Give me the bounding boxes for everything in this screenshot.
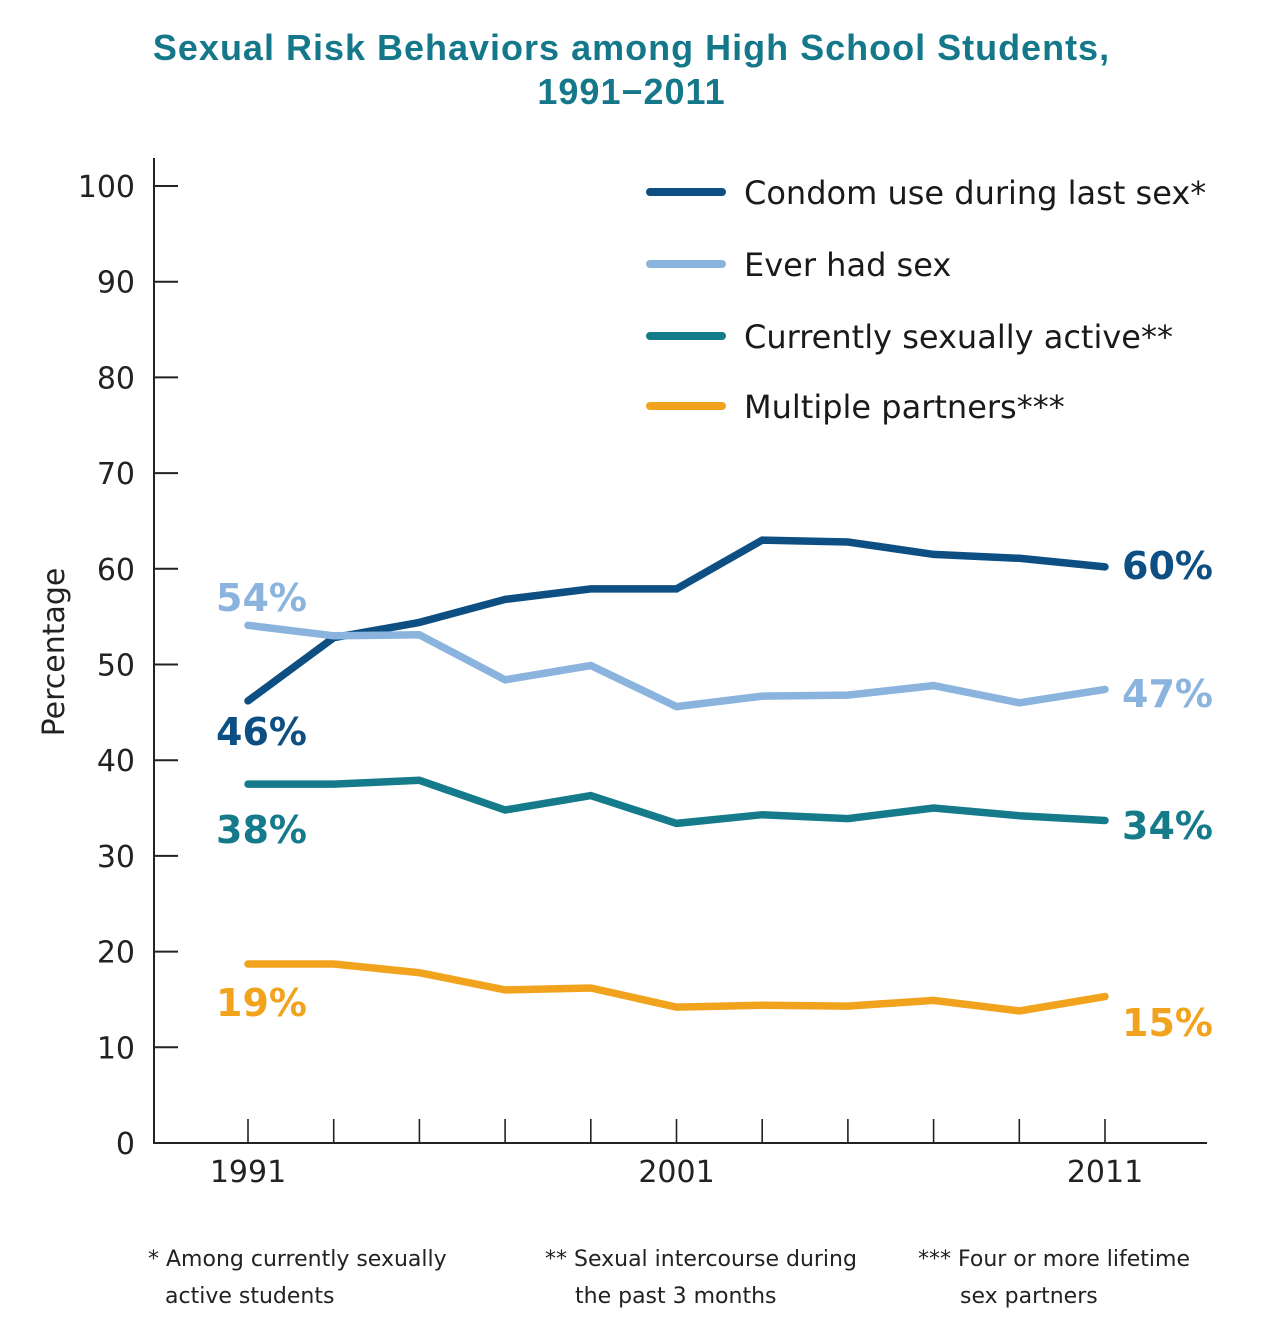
y-tick-label: 50 bbox=[97, 649, 135, 684]
footnote-1: * Among currently sexually active studen… bbox=[148, 1241, 447, 1315]
footnote-3-line-2: sex partners bbox=[960, 1284, 1098, 1309]
x-tick-label: 2011 bbox=[1067, 1155, 1143, 1190]
footnote-1-line-2: active students bbox=[165, 1284, 335, 1309]
y-tick-label: 100 bbox=[78, 170, 135, 205]
y-tick-label: 30 bbox=[97, 840, 135, 875]
chart-title-line-2: 1991−2011 bbox=[537, 71, 726, 112]
footnote-1-line-1: Among currently sexually bbox=[166, 1247, 447, 1272]
x-tick-label: 1991 bbox=[210, 1155, 286, 1190]
legend-label-2: Ever had sex bbox=[744, 246, 951, 284]
data-label-start-3: 38% bbox=[216, 808, 307, 852]
y-tick-label: 90 bbox=[97, 266, 135, 301]
footnote-2: ** Sexual intercourse during the past 3 … bbox=[545, 1241, 857, 1315]
series-line-1 bbox=[244, 536, 1109, 705]
data-label-end-1: 60% bbox=[1122, 544, 1213, 588]
y-tick-label: 20 bbox=[97, 936, 135, 971]
data-label-start-4: 19% bbox=[216, 981, 307, 1025]
footnote-2-line-1: Sexual intercourse during bbox=[574, 1247, 857, 1272]
x-tick-label: 2001 bbox=[638, 1155, 714, 1190]
series-line-3 bbox=[244, 776, 1109, 828]
y-tick-label: 60 bbox=[97, 553, 135, 588]
footnote-1-mark: * bbox=[148, 1247, 159, 1272]
chart-title: Sexual Risk Behaviors among High School … bbox=[0, 26, 1263, 114]
data-label-end-3: 34% bbox=[1122, 804, 1213, 848]
footnote-3-line-1: Four or more lifetime bbox=[958, 1247, 1190, 1272]
footnote-2-mark: ** bbox=[545, 1247, 567, 1272]
legend-label-4: Multiple partners*** bbox=[744, 388, 1065, 426]
y-tick-label: 40 bbox=[97, 744, 135, 779]
y-axis-label: Percentage bbox=[37, 568, 72, 737]
legend-label-3: Currently sexually active** bbox=[744, 318, 1173, 356]
y-tick-label: 0 bbox=[116, 1127, 135, 1162]
chart-title-line-1: Sexual Risk Behaviors among High School … bbox=[152, 27, 1111, 68]
y-tick-label: 10 bbox=[97, 1031, 135, 1066]
data-label-end-2: 47% bbox=[1122, 672, 1213, 716]
data-label-end-4: 15% bbox=[1122, 1001, 1213, 1045]
series-line-2 bbox=[244, 621, 1109, 711]
footnote-3-mark: *** bbox=[918, 1247, 951, 1272]
legend-label-1: Condom use during last sex* bbox=[744, 174, 1206, 212]
y-tick-label: 80 bbox=[97, 361, 135, 396]
footnote-3: *** Four or more lifetime sex partners bbox=[918, 1241, 1190, 1315]
data-label-start-2: 54% bbox=[216, 576, 307, 620]
footnote-2-line-2: the past 3 months bbox=[575, 1284, 777, 1309]
series-line-4 bbox=[244, 960, 1109, 1015]
y-tick-label: 70 bbox=[97, 457, 135, 492]
data-label-start-1: 46% bbox=[216, 710, 307, 754]
